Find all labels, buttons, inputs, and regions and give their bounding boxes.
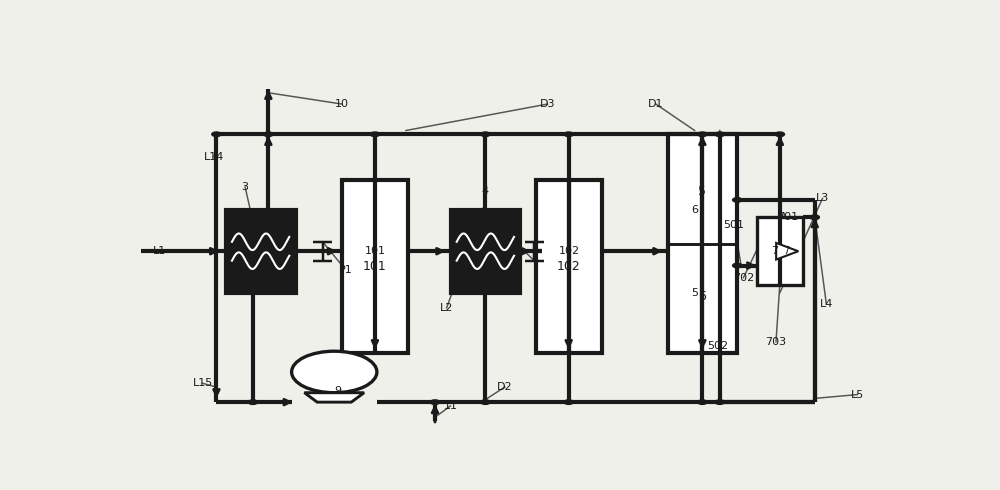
Circle shape <box>292 351 377 392</box>
Text: L2: L2 <box>440 303 453 313</box>
Text: L3: L3 <box>816 194 829 203</box>
Text: 7: 7 <box>783 246 790 256</box>
Circle shape <box>564 132 573 137</box>
Circle shape <box>212 132 221 137</box>
Bar <box>536 179 602 353</box>
Text: D1: D1 <box>648 99 664 109</box>
Text: L1: L1 <box>153 246 166 256</box>
Bar <box>668 134 737 353</box>
Text: 5: 5 <box>698 185 706 197</box>
Text: 501: 501 <box>724 220 745 230</box>
Circle shape <box>775 132 785 137</box>
Text: P1: P1 <box>339 265 353 275</box>
Text: 10: 10 <box>335 99 349 109</box>
Text: 7: 7 <box>771 246 778 256</box>
Circle shape <box>715 400 724 404</box>
Circle shape <box>733 263 742 268</box>
Circle shape <box>733 197 742 202</box>
Circle shape <box>715 132 724 137</box>
Polygon shape <box>776 243 798 260</box>
Text: 11: 11 <box>444 401 458 411</box>
Circle shape <box>264 132 273 137</box>
Text: 101: 101 <box>365 246 386 256</box>
Text: 701: 701 <box>777 212 798 222</box>
Bar <box>226 210 296 293</box>
Text: 6: 6 <box>698 290 706 303</box>
Bar <box>757 217 803 285</box>
Text: 703: 703 <box>765 337 787 347</box>
Circle shape <box>430 400 440 404</box>
Text: 102: 102 <box>557 260 581 273</box>
Text: D2: D2 <box>497 382 513 392</box>
Text: 101: 101 <box>363 260 387 273</box>
Text: 9: 9 <box>335 386 342 396</box>
Circle shape <box>698 400 707 404</box>
Text: 4: 4 <box>482 186 489 196</box>
Text: 5: 5 <box>691 288 698 298</box>
Text: 502: 502 <box>707 341 728 350</box>
Circle shape <box>564 400 573 404</box>
Circle shape <box>248 400 258 404</box>
Circle shape <box>698 132 707 137</box>
Bar <box>450 210 520 293</box>
Text: 702: 702 <box>733 272 754 283</box>
Text: L15: L15 <box>192 378 213 388</box>
Text: 6: 6 <box>691 205 698 215</box>
Text: 3: 3 <box>242 182 249 192</box>
Text: D3: D3 <box>540 99 555 109</box>
Text: P2: P2 <box>486 216 500 226</box>
Circle shape <box>481 400 490 404</box>
Text: L5: L5 <box>851 390 864 400</box>
Circle shape <box>810 215 819 220</box>
Circle shape <box>370 132 380 137</box>
Circle shape <box>481 132 490 137</box>
Text: L14: L14 <box>204 152 224 162</box>
Text: L4: L4 <box>820 299 833 309</box>
Polygon shape <box>304 392 364 402</box>
Text: 102: 102 <box>559 246 580 256</box>
Bar <box>342 179 408 353</box>
